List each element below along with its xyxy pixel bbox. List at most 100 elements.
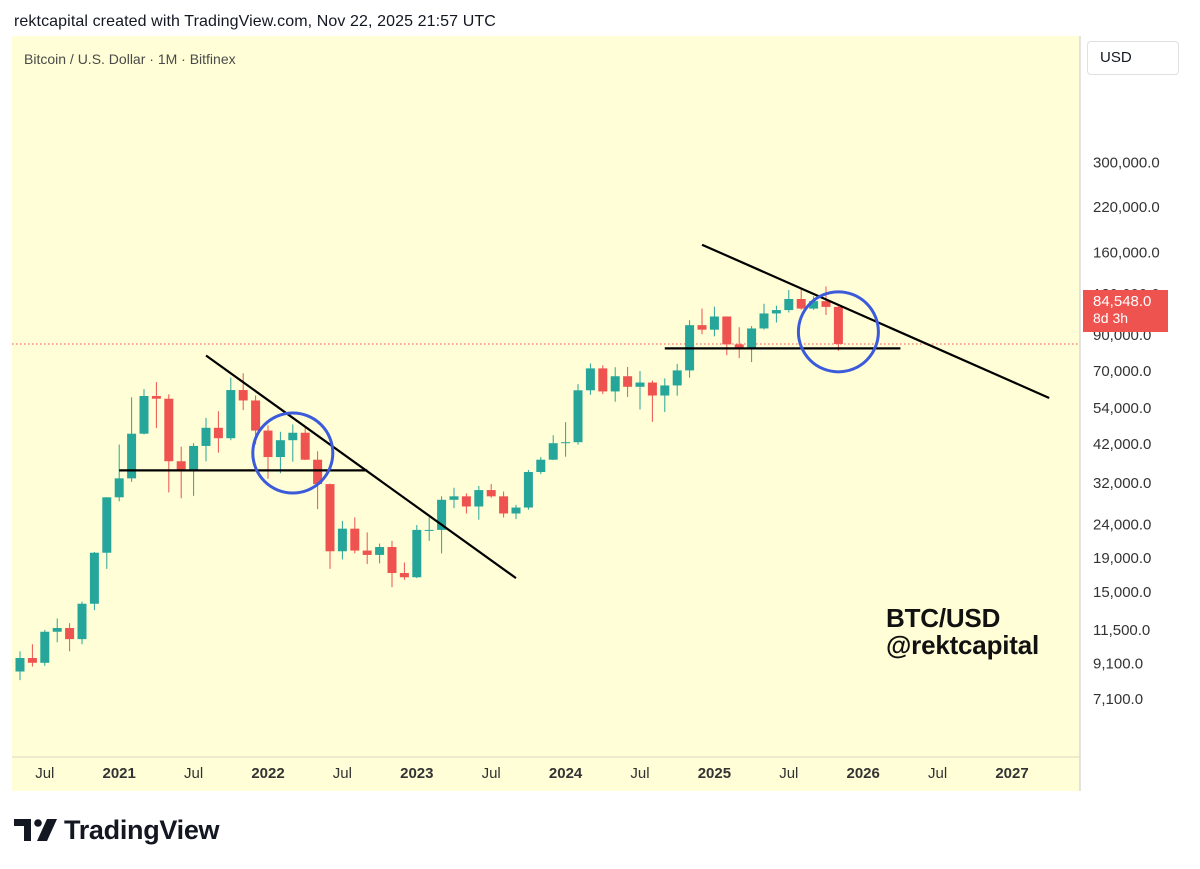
time-tick-label: Jul: [35, 765, 54, 782]
candle: [387, 540, 397, 588]
candle-body: [201, 427, 211, 446]
candle: [672, 363, 682, 396]
tradingview-logo-icon: [14, 819, 57, 841]
price-tick-label: 19,000.0: [1093, 550, 1151, 567]
trendline: [205, 354, 517, 580]
candle: [275, 431, 285, 474]
highlight-circle: [796, 290, 880, 374]
candle-body: [189, 445, 199, 471]
candle: [536, 457, 546, 475]
candle: [623, 366, 633, 397]
candle-body: [796, 299, 806, 309]
candle-body: [40, 631, 50, 663]
chart-frame: 7,100.0 9,100.0 11,500.0 15,000.0 19,000.0 24…: [12, 36, 1186, 791]
candle: [65, 623, 75, 652]
chart-watermark: BTC/USD @rektcapital: [886, 605, 1039, 659]
time-tick-label: Jul: [333, 765, 352, 782]
time-tick-label: Jul: [184, 765, 203, 782]
time-tick-label: 2022: [251, 765, 284, 782]
candle: [561, 422, 571, 457]
currency-button[interactable]: USD: [1087, 41, 1179, 75]
candle-body: [474, 490, 484, 507]
candle: [598, 365, 608, 395]
candle: [449, 487, 459, 509]
candle: [809, 296, 819, 310]
candle-body: [809, 301, 819, 309]
candle: [734, 327, 744, 359]
candle: [337, 520, 347, 560]
watermark-handle: @rektcapital: [886, 630, 1040, 660]
candle-body: [362, 550, 372, 555]
candle-body: [697, 325, 707, 330]
candle-body: [164, 398, 174, 462]
time-tick-label: 2025: [698, 765, 731, 782]
candle-body: [15, 658, 25, 672]
candle: [300, 426, 310, 461]
candle-body: [449, 496, 459, 500]
candle-body: [511, 507, 521, 514]
candle-body: [139, 396, 149, 434]
candle-body: [27, 658, 37, 663]
axes-layer: [12, 36, 1186, 791]
time-tick-label: 2026: [847, 765, 880, 782]
candle: [486, 484, 496, 498]
tradingview-logo-text: TradingView: [64, 814, 220, 845]
candle-body: [251, 400, 261, 431]
price-chart[interactable]: 7,100.0 9,100.0 11,500.0 15,000.0 19,000.0 24…: [12, 36, 1186, 791]
price-tick-label: 7,100.0: [1093, 691, 1143, 708]
candle-body: [573, 390, 583, 443]
candle: [784, 289, 794, 313]
time-tick-label: 2027: [995, 765, 1028, 782]
candle-body: [585, 368, 595, 391]
candle-body: [536, 459, 546, 473]
candle-body: [238, 390, 248, 401]
candle: [27, 644, 37, 667]
candle-body: [176, 461, 186, 471]
candle: [585, 363, 595, 395]
candle: [40, 629, 50, 666]
candle-body: [387, 547, 397, 574]
candle: [821, 286, 831, 315]
candle: [238, 373, 248, 411]
price-tick-label: 9,100.0: [1093, 655, 1143, 672]
candle: [523, 469, 533, 510]
candle-body: [375, 547, 385, 555]
annotations-layer: [119, 243, 1050, 580]
candle-body: [337, 528, 347, 552]
candle: [635, 371, 645, 410]
tradingview-logo[interactable]: TradingView: [14, 812, 220, 848]
candle: [461, 493, 471, 514]
candle-body: [288, 432, 298, 441]
candle-body: [300, 432, 310, 460]
candle-body: [325, 484, 335, 552]
price-tick-label: 70,000.0: [1093, 363, 1151, 380]
candle: [52, 618, 62, 643]
chart-caption: rektcapital created with TradingView.com…: [14, 13, 496, 30]
candle: [474, 485, 484, 520]
candle-body: [548, 443, 558, 460]
candle: [325, 483, 335, 569]
watermark-symbol: BTC/USD: [886, 603, 1001, 633]
candle: [747, 326, 757, 363]
candle-body: [399, 573, 409, 578]
candle-body: [350, 528, 360, 551]
candle-body: [313, 459, 323, 485]
candle-body: [102, 497, 112, 553]
candle: [77, 601, 87, 645]
candle-body: [821, 301, 831, 307]
candles-layer: [15, 286, 843, 681]
candle-body: [523, 472, 533, 508]
candle: [350, 517, 360, 554]
candle-body: [114, 478, 124, 498]
candle: [511, 504, 521, 520]
candle-body: [226, 390, 236, 439]
candle: [833, 304, 843, 351]
candle: [697, 308, 707, 335]
last-price-value: 84,548.0: [1093, 293, 1152, 310]
candle-body: [275, 440, 285, 458]
candle-body: [784, 299, 794, 311]
candle: [313, 451, 323, 510]
candle-body: [610, 376, 620, 392]
candle-body: [461, 496, 471, 507]
candle: [759, 303, 769, 330]
